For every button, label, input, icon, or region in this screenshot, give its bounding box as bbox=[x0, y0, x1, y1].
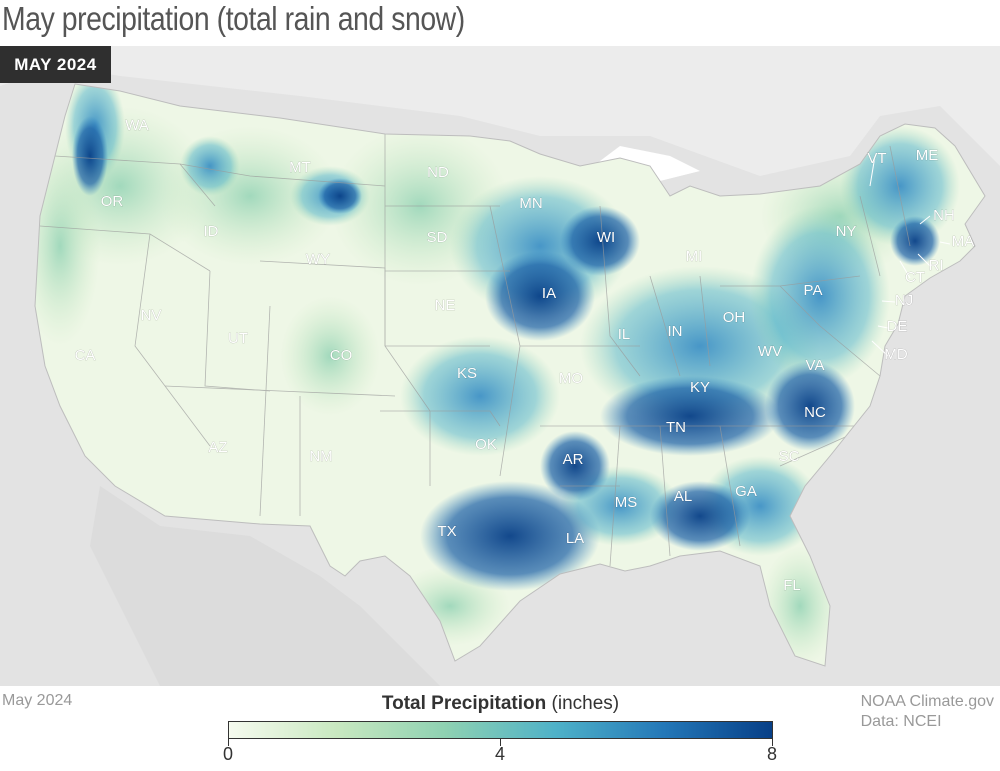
state-label-ut: UT bbox=[228, 330, 248, 347]
state-label-la: LA bbox=[566, 530, 584, 547]
state-label-or: OR bbox=[101, 193, 124, 210]
legend-title-unit: (inches) bbox=[551, 693, 620, 714]
state-label-wv: WV bbox=[758, 343, 782, 360]
state-label-tx: TX bbox=[437, 523, 456, 540]
state-label-vt: VT bbox=[867, 150, 886, 167]
footer-date: May 2024 bbox=[2, 692, 73, 709]
state-label-nv: NV bbox=[141, 307, 162, 324]
state-label-mo: MO bbox=[559, 370, 583, 387]
state-label-nh: NH bbox=[933, 207, 955, 224]
state-label-de: DE bbox=[887, 318, 908, 335]
state-label-ny: NY bbox=[836, 223, 857, 240]
state-label-nj: NJ bbox=[895, 292, 913, 309]
state-label-tn: TN bbox=[666, 419, 686, 436]
source-line-2: Data: NCEI bbox=[860, 713, 942, 730]
legend-title-bold: Total Precipitation bbox=[381, 693, 547, 714]
state-label-nd: ND bbox=[427, 164, 449, 181]
footer-source: NOAA Climate.gov Data: NCEI bbox=[861, 692, 994, 732]
leader-lines bbox=[869, 155, 951, 357]
legend-tick bbox=[228, 739, 229, 746]
legend-tick-label: 4 bbox=[494, 744, 506, 764]
state-label-mn: MN bbox=[519, 195, 542, 212]
precipitation-map: WA OR CA ID NV MT WY UT AZ CO NM ND SD NE KS OK TX MN IA MO… bbox=[0, 46, 1000, 686]
date-badge: MAY 2024 bbox=[0, 46, 111, 83]
state-labels: WA OR CA ID NV MT WY UT AZ CO NM ND SD NE KS OK TX MN IA MO… bbox=[74, 117, 975, 595]
state-label-sc: SC bbox=[779, 448, 800, 465]
state-label-oh: OH bbox=[723, 309, 746, 326]
state-label-me: ME bbox=[916, 147, 939, 164]
state-label-ga: GA bbox=[735, 483, 757, 500]
state-label-sd: SD bbox=[427, 229, 448, 246]
state-label-in: IN bbox=[668, 323, 683, 340]
state-label-co: CO bbox=[330, 347, 353, 364]
source-line-1: NOAA Climate.gov bbox=[860, 693, 994, 710]
legend-tick-label: 0 bbox=[222, 744, 234, 764]
state-label-nc: NC bbox=[804, 404, 826, 421]
state-label-fl: FL bbox=[783, 577, 801, 594]
state-label-pa: PA bbox=[804, 282, 823, 299]
state-label-id: ID bbox=[204, 223, 219, 240]
state-label-va: VA bbox=[806, 357, 825, 374]
state-label-az: AZ bbox=[208, 439, 227, 456]
state-label-ok: OK bbox=[475, 436, 497, 453]
state-label-ri: RI bbox=[929, 257, 944, 274]
state-label-wi: WI bbox=[597, 229, 615, 246]
state-label-wa: WA bbox=[125, 117, 149, 134]
state-label-ne: NE bbox=[435, 297, 456, 314]
state-label-ar: AR bbox=[563, 451, 584, 468]
state-label-wy: WY bbox=[306, 251, 330, 268]
state-label-ma: MA bbox=[952, 233, 975, 250]
state-label-ca: CA bbox=[75, 347, 96, 364]
state-label-mt: MT bbox=[289, 159, 311, 176]
legend-tick bbox=[772, 739, 773, 746]
state-label-md: MD bbox=[884, 346, 907, 363]
state-label-ct: CT bbox=[905, 269, 925, 286]
legend-title: Total Precipitation (inches) bbox=[228, 693, 773, 715]
state-label-al: AL bbox=[674, 488, 692, 505]
state-label-nm: NM bbox=[309, 448, 332, 465]
legend-tick bbox=[500, 739, 501, 746]
state-label-ks: KS bbox=[457, 365, 477, 382]
legend-color-bar bbox=[228, 721, 773, 739]
legend-tick-label: 8 bbox=[766, 744, 778, 764]
state-label-ky: KY bbox=[690, 379, 710, 396]
state-label-ms: MS bbox=[615, 494, 638, 511]
state-label-mi: MI bbox=[686, 248, 703, 265]
state-label-il: IL bbox=[618, 326, 631, 343]
state-label-ia: IA bbox=[542, 285, 556, 302]
map-title: May precipitation (total rain and snow) bbox=[2, 0, 465, 37]
map-canvas: WA OR CA ID NV MT WY UT AZ CO NM ND SD NE KS OK TX MN IA MO… bbox=[0, 46, 1000, 686]
